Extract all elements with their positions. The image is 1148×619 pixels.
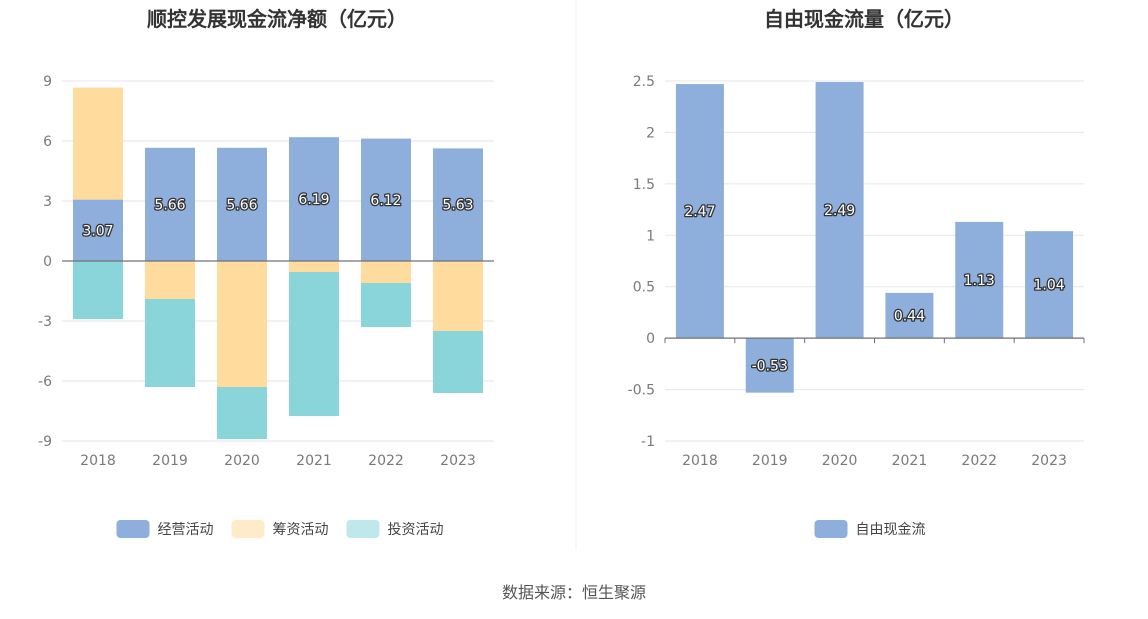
y-tick-label: -6 bbox=[38, 374, 52, 390]
y-tick-label: 3 bbox=[43, 194, 52, 210]
x-tick-label: 2020 bbox=[224, 453, 260, 469]
data-label: 5.63 bbox=[442, 198, 473, 214]
y-tick-label: 2.5 bbox=[633, 74, 655, 90]
legend-label: 经营活动 bbox=[158, 522, 214, 538]
x-tick-label: 2021 bbox=[296, 453, 332, 469]
bar bbox=[73, 199, 123, 261]
y-tick-label: 0 bbox=[43, 254, 52, 270]
x-tick-label: 2018 bbox=[80, 453, 116, 469]
data-label: 6.12 bbox=[370, 193, 401, 209]
bar bbox=[433, 148, 483, 261]
bar bbox=[217, 261, 267, 387]
cashflow-net-chart: 顺控发展现金流净额（亿元） 3.07 5.66 5.66 6.19 6.12 5.63 9… bbox=[38, 7, 494, 538]
chart-title: 自由现金流量（亿元） bbox=[764, 7, 964, 31]
free-cashflow-chart: 自由现金流量（亿元） 2.47 -0.53 2.49 0.44 1.13 1.04 2.5… bbox=[628, 7, 1085, 538]
bar bbox=[145, 147, 195, 261]
bar bbox=[73, 87, 123, 200]
data-source-note: 数据来源：恒生聚源 bbox=[502, 583, 646, 602]
bar bbox=[217, 147, 267, 261]
x-tick-label: 2018 bbox=[682, 453, 718, 469]
bar bbox=[361, 261, 411, 283]
y-tick-label: 2 bbox=[646, 125, 655, 141]
legend-swatch bbox=[116, 520, 150, 538]
data-label: -0.53 bbox=[752, 358, 788, 374]
bar bbox=[217, 387, 267, 439]
bar bbox=[145, 299, 195, 387]
bar bbox=[675, 84, 724, 339]
x-tick-label: 2021 bbox=[892, 453, 928, 469]
y-tick-label: -0.5 bbox=[628, 383, 655, 399]
y-tick-label: -9 bbox=[38, 434, 52, 450]
y-tick-label: -3 bbox=[38, 314, 52, 330]
y-tick-label: 0 bbox=[646, 331, 655, 347]
data-label: 1.13 bbox=[964, 273, 995, 289]
data-label: 1.04 bbox=[1033, 278, 1064, 294]
legend-item: 投资活动 bbox=[346, 520, 444, 538]
bar bbox=[955, 221, 1004, 339]
x-tick-label: 2022 bbox=[368, 453, 404, 469]
bar bbox=[289, 137, 339, 261]
bar bbox=[1025, 231, 1074, 339]
data-label: 2.47 bbox=[684, 204, 715, 220]
bar bbox=[289, 261, 339, 272]
data-label: 5.66 bbox=[154, 197, 185, 213]
x-tick-label: 2019 bbox=[152, 453, 188, 469]
bar bbox=[433, 331, 483, 393]
bar bbox=[745, 338, 794, 393]
legend-label: 投资活动 bbox=[388, 522, 444, 538]
data-label: 2.49 bbox=[824, 203, 855, 219]
legend-item: 自由现金流 bbox=[814, 520, 926, 538]
legend-item: 经营活动 bbox=[116, 520, 214, 538]
y-tick-label: 0.5 bbox=[633, 280, 655, 296]
y-tick-label: 9 bbox=[43, 74, 52, 90]
y-tick-label: 1 bbox=[646, 228, 655, 244]
bar bbox=[885, 292, 934, 339]
data-label: 0.44 bbox=[894, 309, 925, 325]
bar bbox=[361, 138, 411, 261]
y-tick-label: -1 bbox=[641, 434, 655, 450]
legend-label: 筹资活动 bbox=[273, 521, 329, 538]
bar bbox=[361, 283, 411, 327]
bar bbox=[815, 82, 864, 339]
x-tick-label: 2019 bbox=[752, 453, 788, 469]
bar bbox=[73, 261, 123, 319]
legend-item: 筹资活动 bbox=[231, 520, 329, 538]
legend-swatch bbox=[814, 520, 848, 538]
legend-swatch bbox=[346, 520, 380, 538]
legend-swatch bbox=[231, 520, 265, 538]
bar bbox=[145, 261, 195, 299]
bar bbox=[433, 261, 483, 331]
data-label: 5.66 bbox=[226, 197, 257, 213]
legend-label: 自由现金流 bbox=[856, 522, 926, 538]
x-tick-label: 2023 bbox=[440, 453, 476, 469]
x-tick-label: 2020 bbox=[822, 453, 858, 469]
y-tick-label: 1.5 bbox=[633, 177, 655, 193]
chart-title: 顺控发展现金流净额（亿元） bbox=[147, 7, 407, 31]
data-label: 3.07 bbox=[82, 223, 113, 239]
y-tick-label: 6 bbox=[43, 134, 52, 150]
data-label: 6.19 bbox=[298, 192, 329, 208]
bar bbox=[289, 272, 339, 416]
x-tick-label: 2023 bbox=[1031, 453, 1067, 469]
x-tick-label: 2022 bbox=[961, 453, 997, 469]
